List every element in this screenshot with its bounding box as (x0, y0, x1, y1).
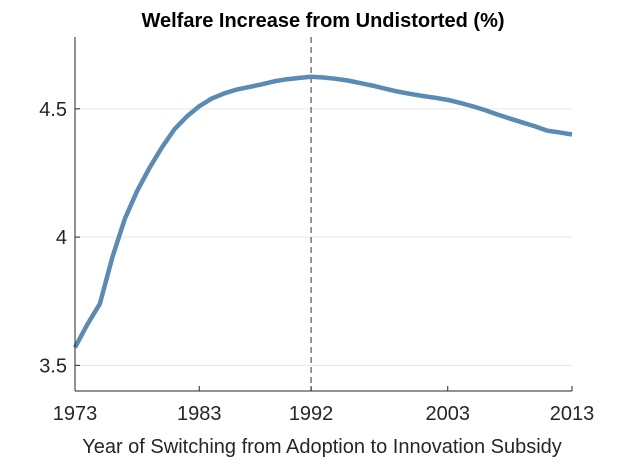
chart-title: Welfare Increase from Undistorted (%) (141, 10, 504, 32)
x-axis-label: Year of Switching from Adoption to Innov… (82, 436, 562, 458)
x-tick-label-1: 1983 (177, 403, 222, 425)
series-group (73, 74, 573, 349)
y-ticks: 3.5 4 4.5 (39, 99, 80, 377)
series-line-0 (73, 74, 573, 349)
x-tick-label-4: 2013 (550, 403, 595, 425)
x-tick-label-0: 1973 (53, 403, 98, 425)
y-tick-label-0: 3.5 (39, 355, 67, 377)
x-tick-label-2: 1992 (289, 403, 334, 425)
grid-lines (75, 108, 572, 366)
x-ticks: 1973 1983 1992 2003 2013 (53, 386, 595, 425)
y-tick-label-2: 4.5 (39, 99, 67, 121)
axes-frame (74, 37, 572, 392)
x-tick-label-3: 2003 (426, 403, 471, 425)
y-tick-label-1: 4 (56, 227, 67, 249)
